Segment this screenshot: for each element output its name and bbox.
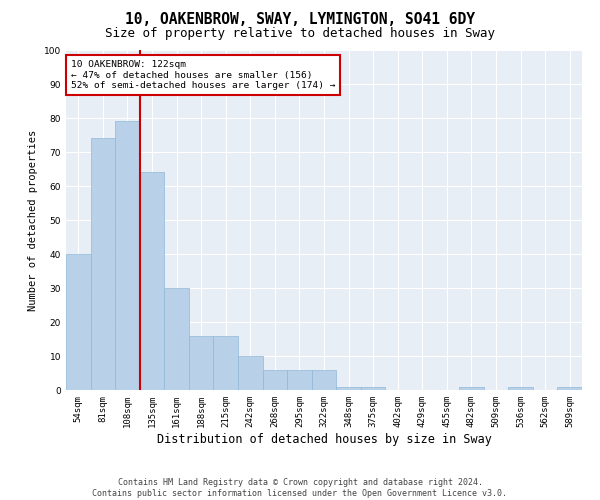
- Bar: [189, 336, 214, 390]
- Y-axis label: Number of detached properties: Number of detached properties: [28, 130, 38, 310]
- Bar: [508, 386, 533, 390]
- Bar: [287, 370, 312, 390]
- Bar: [557, 386, 582, 390]
- X-axis label: Distribution of detached houses by size in Sway: Distribution of detached houses by size …: [157, 432, 491, 446]
- Text: 10 OAKENBROW: 122sqm
← 47% of detached houses are smaller (156)
52% of semi-deta: 10 OAKENBROW: 122sqm ← 47% of detached h…: [71, 60, 335, 90]
- Bar: [312, 370, 336, 390]
- Bar: [91, 138, 115, 390]
- Bar: [263, 370, 287, 390]
- Bar: [459, 386, 484, 390]
- Bar: [66, 254, 91, 390]
- Bar: [238, 356, 263, 390]
- Bar: [214, 336, 238, 390]
- Bar: [164, 288, 189, 390]
- Text: Size of property relative to detached houses in Sway: Size of property relative to detached ho…: [105, 28, 495, 40]
- Bar: [336, 386, 361, 390]
- Bar: [115, 122, 140, 390]
- Text: 10, OAKENBROW, SWAY, LYMINGTON, SO41 6DY: 10, OAKENBROW, SWAY, LYMINGTON, SO41 6DY: [125, 12, 475, 28]
- Text: Contains HM Land Registry data © Crown copyright and database right 2024.
Contai: Contains HM Land Registry data © Crown c…: [92, 478, 508, 498]
- Bar: [140, 172, 164, 390]
- Bar: [361, 386, 385, 390]
